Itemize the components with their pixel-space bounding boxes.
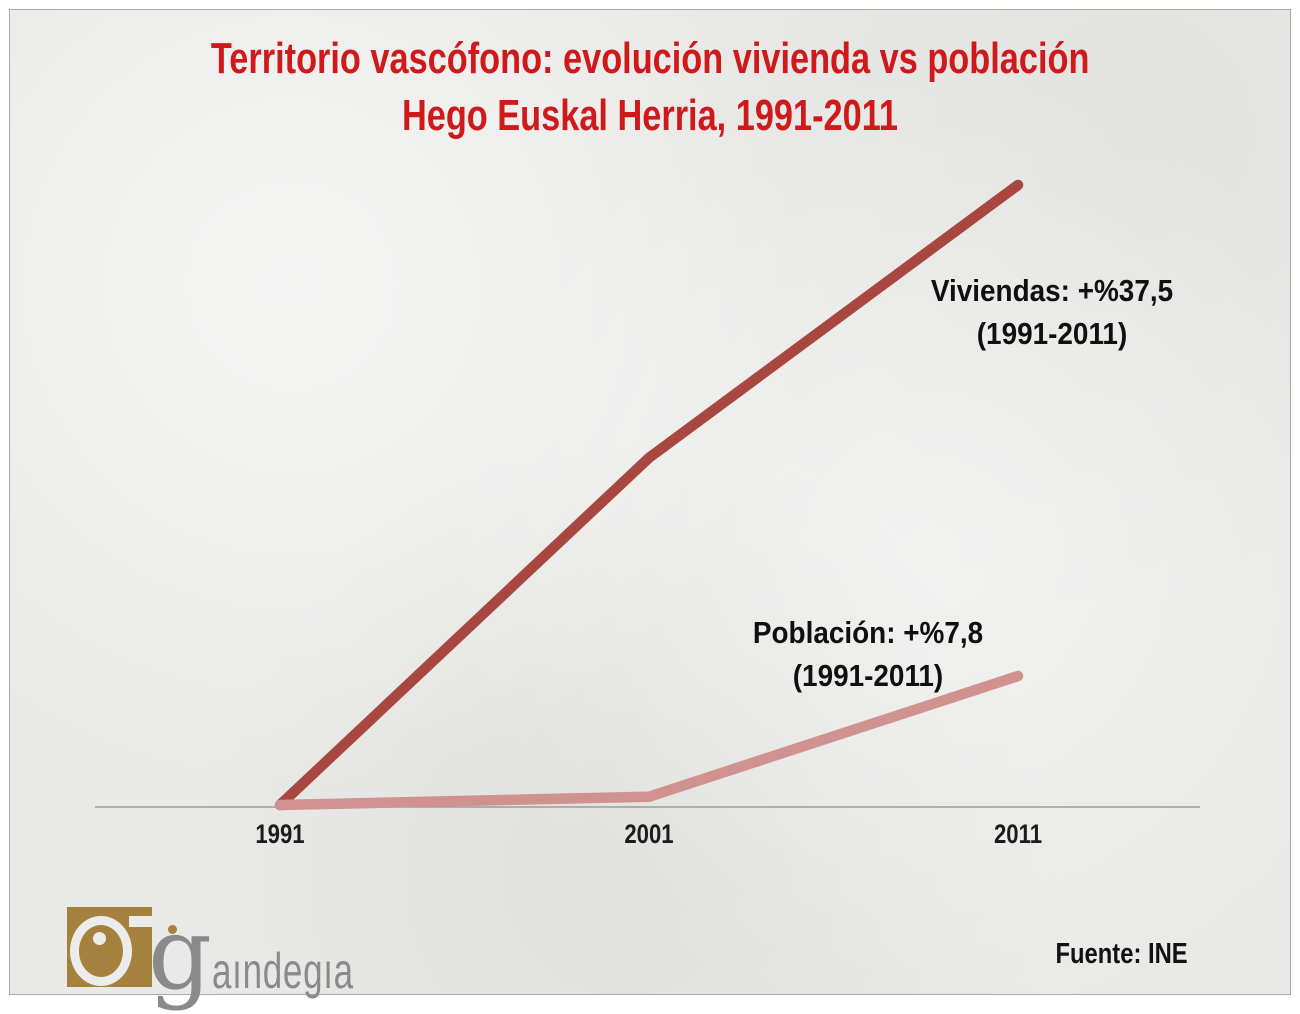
x-tick-2001: 2001 [619,821,679,848]
annotation-viviendas-line1: Viviendas: +%37,5 [930,273,1174,308]
chart-canvas: Territorio vascófono: evolución vivienda… [9,9,1291,1004]
chart-title: Territorio vascófono: evolución vivienda… [10,37,1290,138]
series-line-poblacion [274,670,1024,811]
logo-g-dot [168,925,177,934]
gaindegia-logo: gaındegıa [67,904,353,1004]
line-chart-plot [95,179,1200,811]
chart-title-line2: Hego Euskal Herria, 1991-2011 [10,94,1290,138]
x-tick-1991-label: 1991 [255,819,305,849]
logo-eye-dot [93,932,106,945]
chart-title-line1-text: Territorio vascófono: evolución vivienda… [210,34,1090,83]
x-tick-1991: 1991 [250,821,310,848]
logo-notch [129,916,152,927]
chart-title-line2-text: Hego Euskal Herria, 1991-2011 [401,91,899,140]
logo-mark [67,907,152,987]
source-credit-text: Fuente: INE [1055,938,1188,970]
annotation-poblacion-line1: Población: +%7,8 [752,615,984,650]
annotation-poblacion: Población: +%7,8 (1991-2011) [740,612,996,698]
x-tick-2001-label: 2001 [624,819,674,849]
logo-rest-text: aındegıa [212,943,354,999]
chart-title-line1: Territorio vascófono: evolución vivienda… [10,37,1290,81]
annotation-viviendas-line2: (1991-2011) [976,315,1128,351]
annotation-viviendas: Viviendas: +%37,5 (1991-2011) [917,270,1186,356]
source-credit: Fuente: INE [1041,938,1202,971]
x-tick-2011-label: 2011 [993,819,1043,849]
logo-initial-g: g [148,895,213,1012]
annotation-poblacion-line2: (1991-2011) [792,657,944,693]
series-line-viviendas [274,179,1024,811]
x-tick-2011: 2011 [989,821,1048,848]
logo-eye-ring [70,916,132,986]
logo-wordmark: gaındegıa [148,904,415,1004]
